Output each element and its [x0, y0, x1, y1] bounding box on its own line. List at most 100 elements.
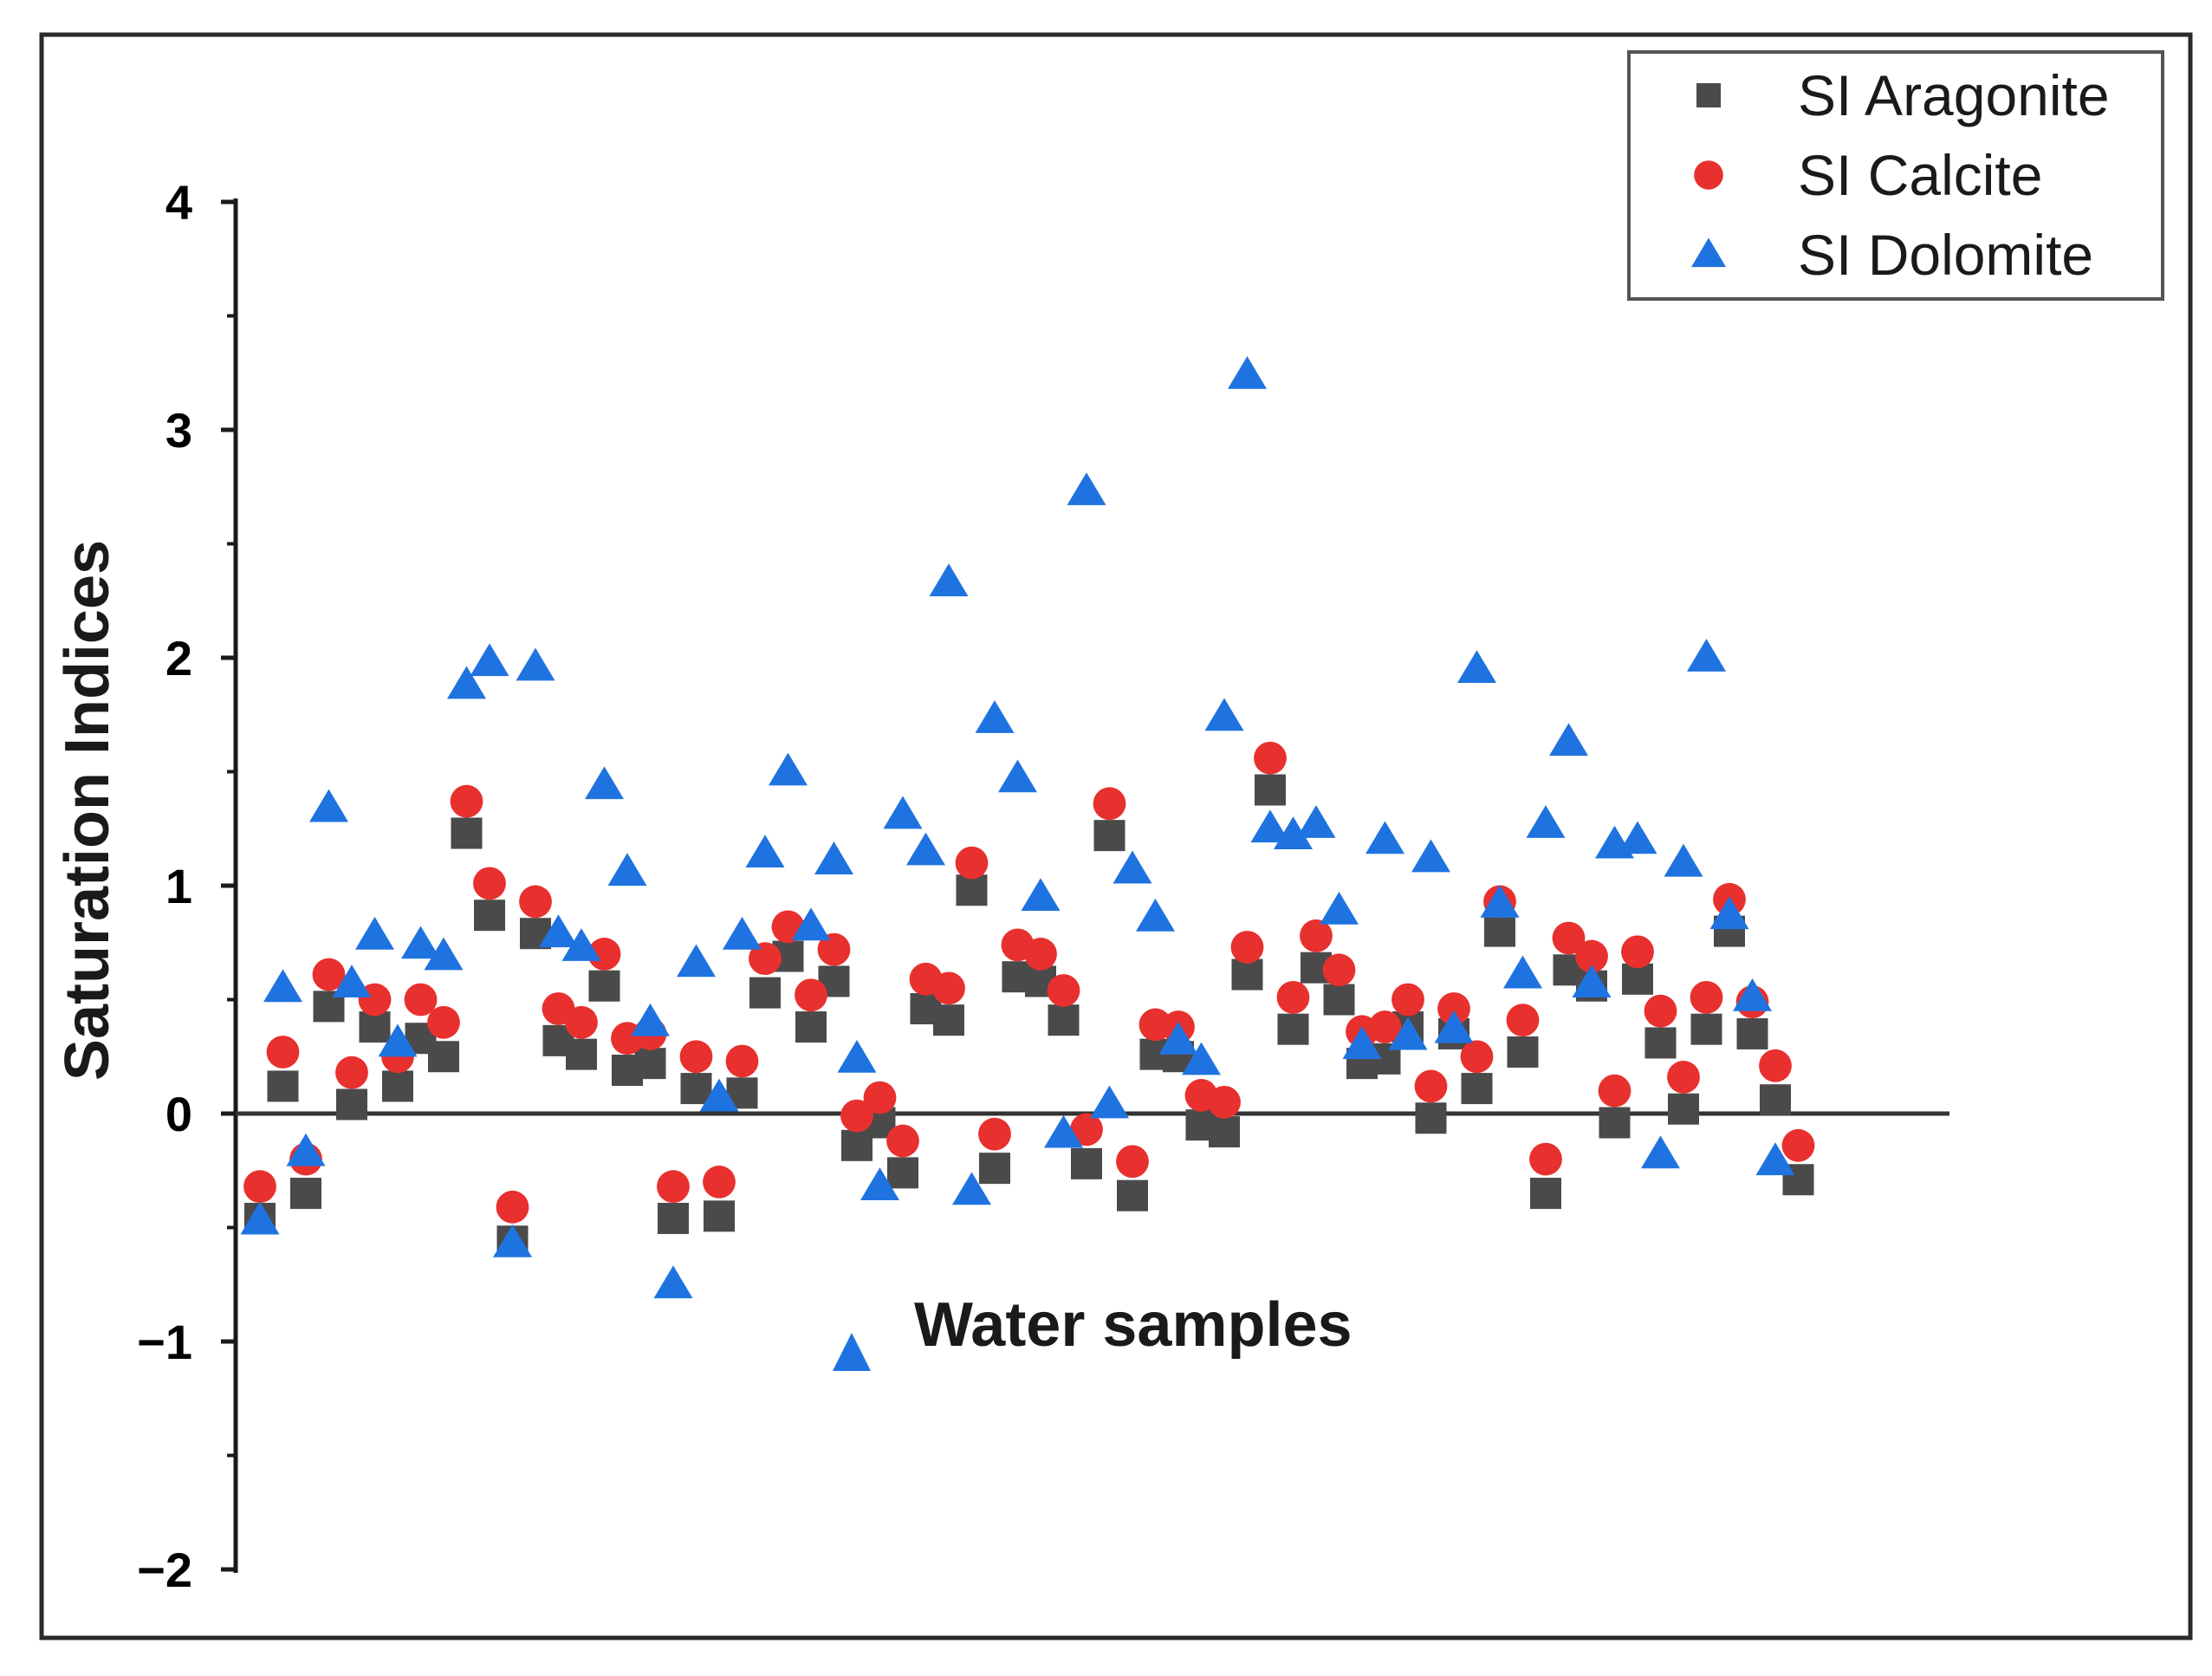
data-point [566, 1038, 597, 1070]
data-point [1044, 1114, 1083, 1148]
data-point [1255, 774, 1286, 806]
data-point [1021, 878, 1061, 912]
data-point [474, 900, 505, 932]
data-point [451, 817, 483, 849]
data-point [1116, 1145, 1149, 1179]
data-point [1117, 1179, 1148, 1212]
data-point [1024, 938, 1057, 971]
data-point [657, 1170, 690, 1204]
data-point [1276, 980, 1310, 1014]
data-point [680, 1073, 712, 1105]
data-point [956, 874, 988, 906]
data-point [290, 1178, 321, 1210]
data-point [587, 938, 621, 971]
data-point [516, 647, 555, 681]
data-point [1208, 1085, 1241, 1119]
data-point [1048, 1004, 1080, 1036]
data-point [883, 796, 923, 829]
data-point [401, 926, 440, 959]
data-point [565, 1005, 598, 1039]
y-tick-label: 0 [165, 1087, 192, 1141]
data-point [359, 1011, 391, 1043]
data-point [588, 970, 620, 1002]
data-point [677, 944, 716, 978]
data-point [378, 1023, 418, 1057]
data-point [1415, 1102, 1447, 1134]
data-point [1365, 821, 1404, 854]
data-point [723, 916, 762, 950]
data-point [1622, 963, 1653, 995]
data-point [795, 1011, 827, 1043]
data-point [704, 1200, 735, 1232]
annotation-triangle-marker [833, 1333, 871, 1371]
data-point [473, 867, 506, 900]
data-point [1709, 896, 1749, 930]
data-point [332, 965, 372, 997]
data-point [1277, 1013, 1309, 1045]
data-point [795, 978, 827, 1012]
data-point [1457, 650, 1496, 684]
legend: SI Aragonite SI Calcite SI Dolomite [1627, 50, 2164, 301]
y-tick-label: 1 [165, 859, 192, 913]
data-point [703, 1166, 736, 1199]
data-point [1529, 1142, 1562, 1176]
y-axis-title: Saturation Indices [53, 540, 122, 1081]
data-point [749, 942, 782, 976]
data-point [1322, 953, 1356, 987]
data-point [791, 907, 831, 941]
series-layer [240, 355, 1815, 1299]
y-tick-label: 4 [165, 175, 192, 230]
data-point [1070, 1113, 1103, 1147]
data-point [1460, 1040, 1494, 1074]
data-point [1484, 915, 1515, 947]
data-point [975, 700, 1015, 733]
series-triangle [240, 355, 1795, 1299]
data-point [240, 1201, 280, 1235]
data-point [1254, 741, 1287, 775]
y-tick-label: 2 [165, 631, 192, 685]
data-point [1755, 1142, 1795, 1176]
data-point [1641, 1135, 1680, 1169]
data-point [447, 666, 486, 699]
data-point [1093, 820, 1125, 852]
data-point [1414, 1069, 1448, 1103]
data-point [1690, 980, 1723, 1014]
data-point [1250, 809, 1290, 843]
data-point [863, 1081, 897, 1114]
data-point [860, 1167, 899, 1201]
data-point [952, 1172, 991, 1205]
data-point [585, 766, 624, 800]
data-point [725, 1044, 759, 1078]
data-point [1549, 723, 1588, 757]
data-point [769, 752, 808, 786]
data-point [653, 1265, 693, 1299]
data-point [1230, 931, 1264, 964]
data-point [1136, 898, 1175, 932]
data-point [631, 1003, 670, 1036]
data-point [519, 885, 552, 919]
data-point [1526, 805, 1566, 838]
data-point [1274, 816, 1313, 850]
y-tick-label: −2 [137, 1543, 192, 1597]
data-point [906, 832, 945, 866]
data-point [1733, 978, 1772, 1011]
data-point [886, 1124, 919, 1158]
data-point [1112, 850, 1152, 884]
data-point [309, 789, 348, 822]
data-point [1506, 1004, 1540, 1037]
data-point [1391, 983, 1424, 1017]
data-point [1480, 885, 1520, 918]
data-point [266, 1036, 300, 1069]
data-point [1667, 1061, 1700, 1094]
data-point [1781, 1128, 1815, 1162]
data-point [1759, 1049, 1792, 1082]
data-point [933, 1004, 964, 1036]
data-point [1071, 1147, 1102, 1179]
data-point [286, 1133, 326, 1166]
data-point [998, 759, 1037, 793]
data-point [1503, 955, 1542, 989]
data-point [1368, 1010, 1402, 1043]
legend-entries: SI Aragonite SI Calcite SI Dolomite [1691, 63, 2110, 287]
data-point [1437, 992, 1470, 1025]
data-point [1300, 919, 1333, 952]
